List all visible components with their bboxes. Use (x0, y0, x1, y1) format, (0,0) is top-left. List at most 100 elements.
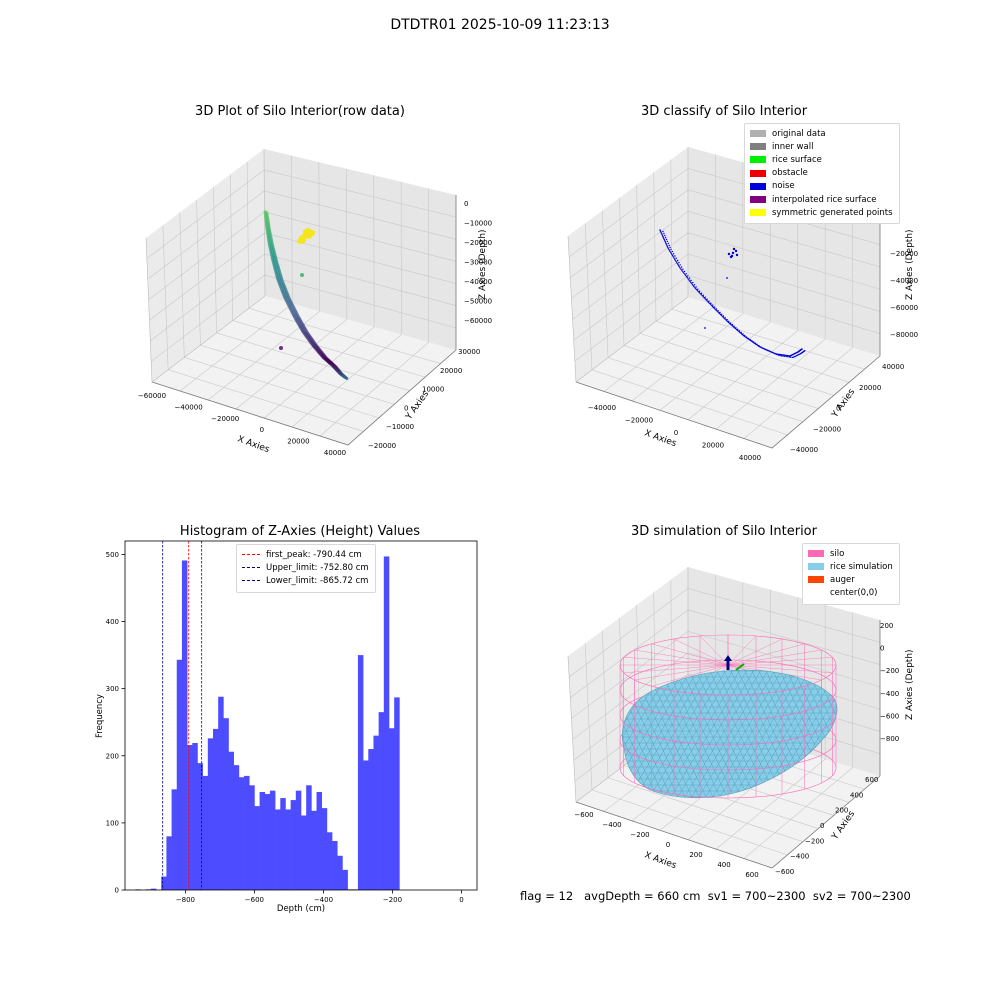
histogram-ticks: −800 −600 −400 −200 0 0 100 200 300 400 500 (106, 551, 464, 904)
mesh-line (500, 660, 551, 810)
raw-data-points (263, 210, 349, 380)
grid-line (715, 184, 826, 430)
tick-label: −600 (880, 712, 899, 720)
noise-point (687, 278, 689, 280)
histogram-threshold-lines (162, 541, 203, 890)
noise-point (690, 279, 692, 282)
tick-label: 0 (666, 841, 670, 849)
noise-point (689, 280, 691, 282)
noise-point (724, 318, 726, 320)
noise-point (693, 285, 695, 288)
noise-point (669, 250, 671, 252)
legend-item: rice surface (750, 153, 893, 166)
noise-point (671, 250, 673, 253)
tick-label: 600 (865, 776, 878, 784)
noise-point (693, 284, 696, 286)
noise-point (790, 356, 792, 358)
tick-label: −200 (630, 831, 649, 839)
histogram-bar (326, 832, 333, 890)
noise-point (721, 315, 723, 317)
tick-label: −20000 (625, 417, 653, 425)
mesh-line (622, 670, 698, 798)
histogram-bar (269, 790, 276, 890)
histogram-bar (280, 798, 286, 890)
axis-edge (575, 355, 881, 449)
tick-label: −20000 (211, 415, 239, 423)
noise-point (668, 249, 670, 251)
data-point (300, 273, 304, 277)
legend-swatch (750, 182, 766, 190)
histogram-bar (171, 789, 178, 890)
noise-point (730, 324, 732, 326)
legend-item: Lower_limit: -865.72 cm (242, 574, 369, 587)
noise-point (671, 253, 673, 256)
noise-point (717, 311, 719, 313)
left-pane (568, 147, 688, 382)
grid-line (715, 604, 826, 850)
histogram-bar (187, 745, 193, 890)
noise-point (738, 331, 740, 333)
histogram-bar (161, 876, 167, 890)
noise-point (667, 242, 669, 245)
classify-noise-points (659, 229, 806, 359)
noise-point (691, 283, 693, 286)
histogram-bar (357, 655, 364, 890)
noise-point (662, 230, 664, 233)
noise-point (739, 331, 741, 334)
legend-swatch (750, 209, 766, 217)
silo-roof-spoke (623, 664, 729, 673)
noise-point (685, 273, 687, 275)
noise-point (726, 320, 729, 323)
mesh-line (500, 660, 544, 810)
histogram-bar (233, 765, 240, 890)
legend-item: first_peak: -790.44 cm (242, 548, 369, 561)
auger-marker (724, 655, 745, 671)
histogram-xlabel: Depth (cm) (277, 904, 325, 914)
legend-line (242, 580, 260, 582)
legend-label: Upper_limit: -752.80 cm (266, 562, 369, 573)
noise-point (673, 257, 675, 259)
classify-tick-labels: −40000 −20000 0 20000 40000 −40000 −20000 0 2000… (588, 250, 918, 462)
noise-point (688, 277, 691, 279)
tick-label: 0 (464, 200, 468, 208)
noise-point (708, 302, 710, 304)
legend-label: obstacle (772, 168, 808, 179)
tick-label: 200 (835, 807, 848, 815)
tick-label: 20000 (440, 367, 462, 375)
noise-point (741, 333, 743, 335)
noise-point (682, 268, 684, 270)
grid-line (263, 175, 375, 419)
noise-point (731, 251, 735, 255)
noise-point (709, 302, 711, 305)
raw-tick-labels: −60000 −40000 −20000 0 20000 40000 −20000 −1000… (138, 200, 492, 457)
noise-point (706, 300, 708, 302)
noise-point (780, 355, 783, 357)
tick-label: −40000 (464, 278, 492, 286)
noise-point (675, 260, 677, 262)
histogram-bar (311, 810, 317, 890)
noise-point (697, 291, 700, 293)
noise-point (695, 289, 698, 291)
legend-label: interpolated rice surface (772, 194, 877, 205)
noise-point (689, 281, 692, 283)
raw-panel-title: 3D Plot of Silo Interior(row data) (195, 104, 405, 119)
tick-label: 0 (820, 822, 824, 830)
histogram-bar (368, 749, 374, 890)
tick-label: −600 (775, 868, 794, 876)
histogram-bar (363, 760, 369, 890)
noise-point (692, 284, 694, 287)
noise-point (683, 272, 685, 274)
noise-point (675, 257, 677, 259)
legend-label: auger (830, 574, 855, 585)
noise-point (734, 249, 738, 253)
pane-edge (145, 148, 266, 383)
noise-point (704, 298, 706, 300)
legend-swatch (750, 156, 766, 164)
noise-point (680, 266, 683, 268)
x-tick-label: −800 (176, 896, 195, 904)
tick-label: 0 (404, 404, 408, 412)
tick-label: 400 (850, 791, 863, 799)
back-pane (264, 149, 456, 350)
noise-point (702, 294, 705, 296)
